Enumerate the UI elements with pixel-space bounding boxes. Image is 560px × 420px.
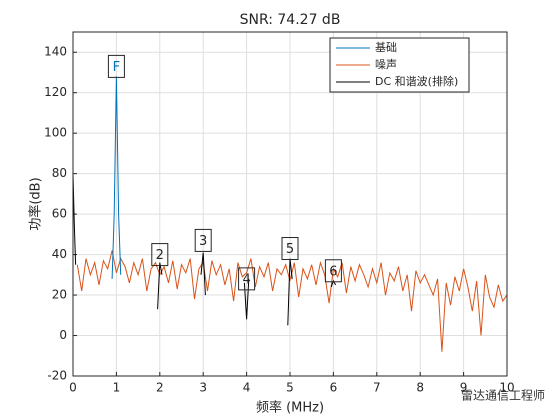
y-tick-label: 40 [52, 247, 67, 261]
x-tick-label: 2 [156, 381, 164, 395]
plot-border [72, 31, 508, 377]
x-tick-label: 8 [416, 381, 424, 395]
chart-title: SNR: 74.27 dB [240, 12, 341, 28]
y-tick-label: 100 [44, 126, 67, 140]
y-tick-label: 120 [44, 85, 67, 99]
y-tick-label: 60 [52, 207, 67, 221]
annotation-label: 2 [156, 248, 164, 263]
legend-label: DC 和谐波(排除) [375, 74, 458, 88]
x-tick-label: 0 [69, 381, 77, 395]
annotation-label: F [113, 60, 120, 75]
annotation-box [151, 243, 169, 267]
x-tick-label: 9 [460, 381, 468, 395]
x-tick-label: 7 [373, 381, 381, 395]
y-tick-label: 20 [52, 288, 67, 302]
series-line [111, 76, 122, 279]
series-line [72, 173, 337, 326]
watermark: 雷达通信工程师 [461, 388, 545, 403]
x-tick-label: 5 [286, 381, 294, 395]
x-tick-label: 10 [499, 381, 514, 395]
legend-label: 噪声 [375, 57, 397, 71]
annotation-label: 5 [286, 242, 294, 257]
x-tick-label: 6 [330, 381, 338, 395]
annotation-label: 4 [242, 272, 250, 287]
y-tick-label: -20 [47, 369, 67, 383]
y-tick-label: 80 [52, 166, 67, 180]
x-tick-label: 1 [113, 381, 121, 395]
annotation-label: 6 [329, 264, 337, 279]
annotation-box [194, 228, 212, 252]
y-tick-label: 0 [59, 328, 67, 342]
x-tick-label: 3 [199, 381, 207, 395]
x-tick-label: 4 [243, 381, 251, 395]
annotation-box [324, 259, 342, 283]
legend-label: 基础 [375, 41, 397, 54]
series-line [76, 250, 508, 352]
y-tick-label: 140 [44, 45, 67, 59]
annotation-box [107, 54, 125, 78]
annotation-box [281, 237, 299, 261]
y-axis-label: 功率(dB) [28, 177, 44, 230]
annotation-box [238, 267, 256, 291]
annotation-label: 3 [199, 234, 207, 249]
x-axis-label: 频率 (MHz) [256, 400, 324, 416]
